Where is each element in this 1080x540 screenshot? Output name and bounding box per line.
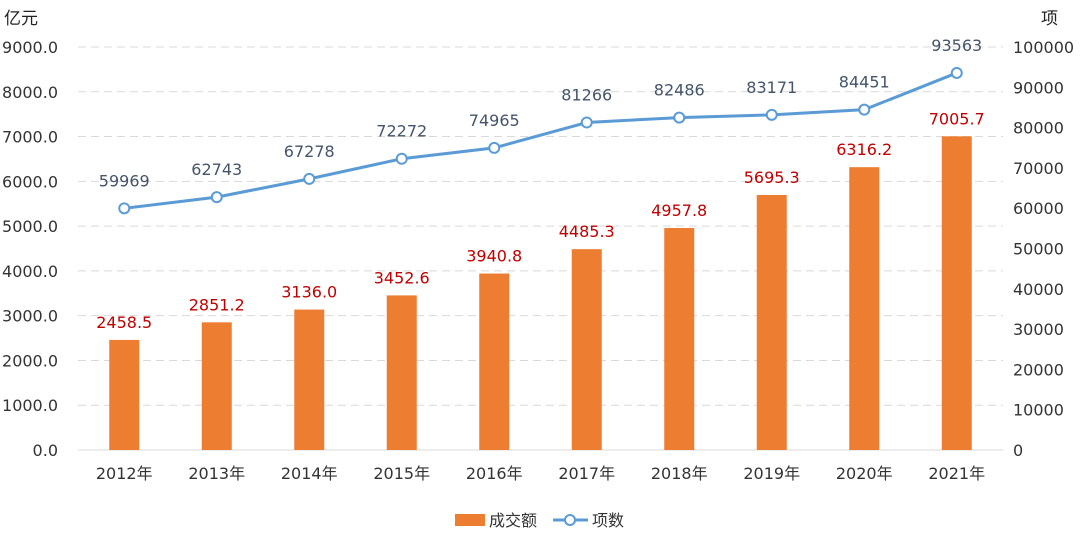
line-point bbox=[765, 108, 778, 121]
right-axis-ticks: 0 10000 20000 30000 40000 50000 60000 70000 8000… bbox=[1013, 38, 1074, 460]
bar bbox=[479, 273, 510, 450]
legend-bar-swatch bbox=[455, 514, 485, 526]
bar-value-label: 5695.3 bbox=[744, 168, 800, 187]
legend: 成交额 项数 bbox=[455, 511, 624, 530]
right-tick-label: 80000 bbox=[1013, 119, 1064, 138]
x-axis-labels: 2012年 2013年 2014年 2015年 2016年 2017年 2018年 2019年… bbox=[96, 464, 985, 483]
line-point bbox=[118, 202, 131, 215]
bar-value-label: 6316.2 bbox=[836, 140, 892, 159]
line-value-label: 62743 bbox=[191, 160, 242, 179]
right-tick-label: 0 bbox=[1013, 441, 1023, 460]
bar-value-label: 3136.0 bbox=[281, 283, 337, 302]
line-point bbox=[488, 141, 501, 154]
right-tick-label: 30000 bbox=[1013, 320, 1064, 339]
line-value-label: 93563 bbox=[931, 36, 982, 55]
right-tick-label: 90000 bbox=[1013, 78, 1064, 97]
line-point bbox=[395, 152, 408, 165]
right-axis-unit: 项 bbox=[1041, 9, 1058, 29]
bar bbox=[941, 136, 972, 450]
left-tick-label: 9000.0 bbox=[2, 38, 58, 57]
bar bbox=[849, 167, 880, 450]
left-tick-label: 6000.0 bbox=[2, 172, 58, 191]
line-value-label: 72272 bbox=[376, 122, 427, 141]
x-tick-label: 2020年 bbox=[836, 464, 893, 483]
left-axis-unit: 亿元 bbox=[4, 9, 38, 29]
bar-value-label: 4485.3 bbox=[559, 222, 615, 241]
bar-value-label: 7005.7 bbox=[929, 109, 985, 128]
bar bbox=[109, 339, 140, 450]
left-axis-ticks: 0.0 1000.0 2000.0 3000.0 4000.0 5000.0 6000.0 7… bbox=[2, 38, 58, 460]
bar-value-label: 3452.6 bbox=[374, 268, 430, 287]
legend-line-marker bbox=[564, 514, 576, 526]
bar bbox=[756, 194, 787, 450]
bar-data-labels: 2458.5 2851.2 3136.0 3452.6 3940.8 4485.3 4957… bbox=[96, 109, 984, 332]
right-tick-label: 20000 bbox=[1013, 360, 1064, 379]
right-tick-label: 70000 bbox=[1013, 159, 1064, 178]
x-tick-label: 2017年 bbox=[558, 464, 615, 483]
legend-bar-label: 成交额 bbox=[489, 511, 537, 530]
line-path bbox=[124, 71, 958, 210]
bar bbox=[664, 228, 695, 450]
right-tick-label: 100000 bbox=[1013, 38, 1074, 57]
line-value-label: 59969 bbox=[99, 171, 150, 190]
x-tick-label: 2016年 bbox=[466, 464, 523, 483]
line-point bbox=[950, 66, 963, 79]
bar-series bbox=[109, 136, 972, 450]
line-value-label: 74965 bbox=[469, 111, 520, 130]
left-tick-label: 7000.0 bbox=[2, 128, 58, 147]
x-tick-label: 2013年 bbox=[188, 464, 245, 483]
x-tick-label: 2019年 bbox=[743, 464, 800, 483]
x-tick-label: 2014年 bbox=[281, 464, 338, 483]
line-value-label: 67278 bbox=[284, 142, 335, 161]
left-tick-label: 3000.0 bbox=[2, 307, 58, 326]
line-value-label: 83171 bbox=[746, 78, 797, 97]
left-tick-label: 0.0 bbox=[33, 441, 58, 460]
right-tick-label: 60000 bbox=[1013, 199, 1064, 218]
bar-value-label: 2458.5 bbox=[96, 313, 152, 332]
bar bbox=[294, 309, 325, 450]
bar bbox=[571, 249, 602, 450]
x-tick-label: 2015年 bbox=[373, 464, 430, 483]
right-tick-label: 40000 bbox=[1013, 280, 1064, 299]
line-value-label: 81266 bbox=[561, 85, 612, 104]
line-value-label: 84451 bbox=[839, 73, 890, 92]
line-value-label: 82486 bbox=[654, 81, 705, 100]
line-data-labels: 59969 62743 67278 72272 74965 81266 82486 83171… bbox=[99, 36, 982, 190]
right-tick-label: 50000 bbox=[1013, 240, 1064, 259]
line-point bbox=[858, 103, 871, 116]
x-tick-label: 2021年 bbox=[928, 464, 985, 483]
left-tick-label: 4000.0 bbox=[2, 262, 58, 281]
bar-value-label: 2851.2 bbox=[189, 295, 245, 314]
line-point bbox=[210, 191, 223, 204]
x-tick-label: 2012年 bbox=[96, 464, 153, 483]
line-series bbox=[118, 66, 963, 215]
right-tick-label: 10000 bbox=[1013, 401, 1064, 420]
left-tick-label: 1000.0 bbox=[2, 396, 58, 415]
bar bbox=[386, 295, 417, 450]
bar-value-label: 3940.8 bbox=[466, 247, 522, 266]
left-tick-label: 8000.0 bbox=[2, 83, 58, 102]
left-tick-label: 2000.0 bbox=[2, 351, 58, 370]
bar-value-label: 4957.8 bbox=[651, 201, 707, 220]
line-point bbox=[580, 116, 593, 129]
legend-line-label: 项数 bbox=[592, 511, 624, 530]
x-tick-label: 2018年 bbox=[651, 464, 708, 483]
line-point bbox=[303, 172, 316, 185]
left-tick-label: 5000.0 bbox=[2, 217, 58, 236]
bar bbox=[201, 322, 232, 450]
line-point bbox=[673, 111, 686, 124]
